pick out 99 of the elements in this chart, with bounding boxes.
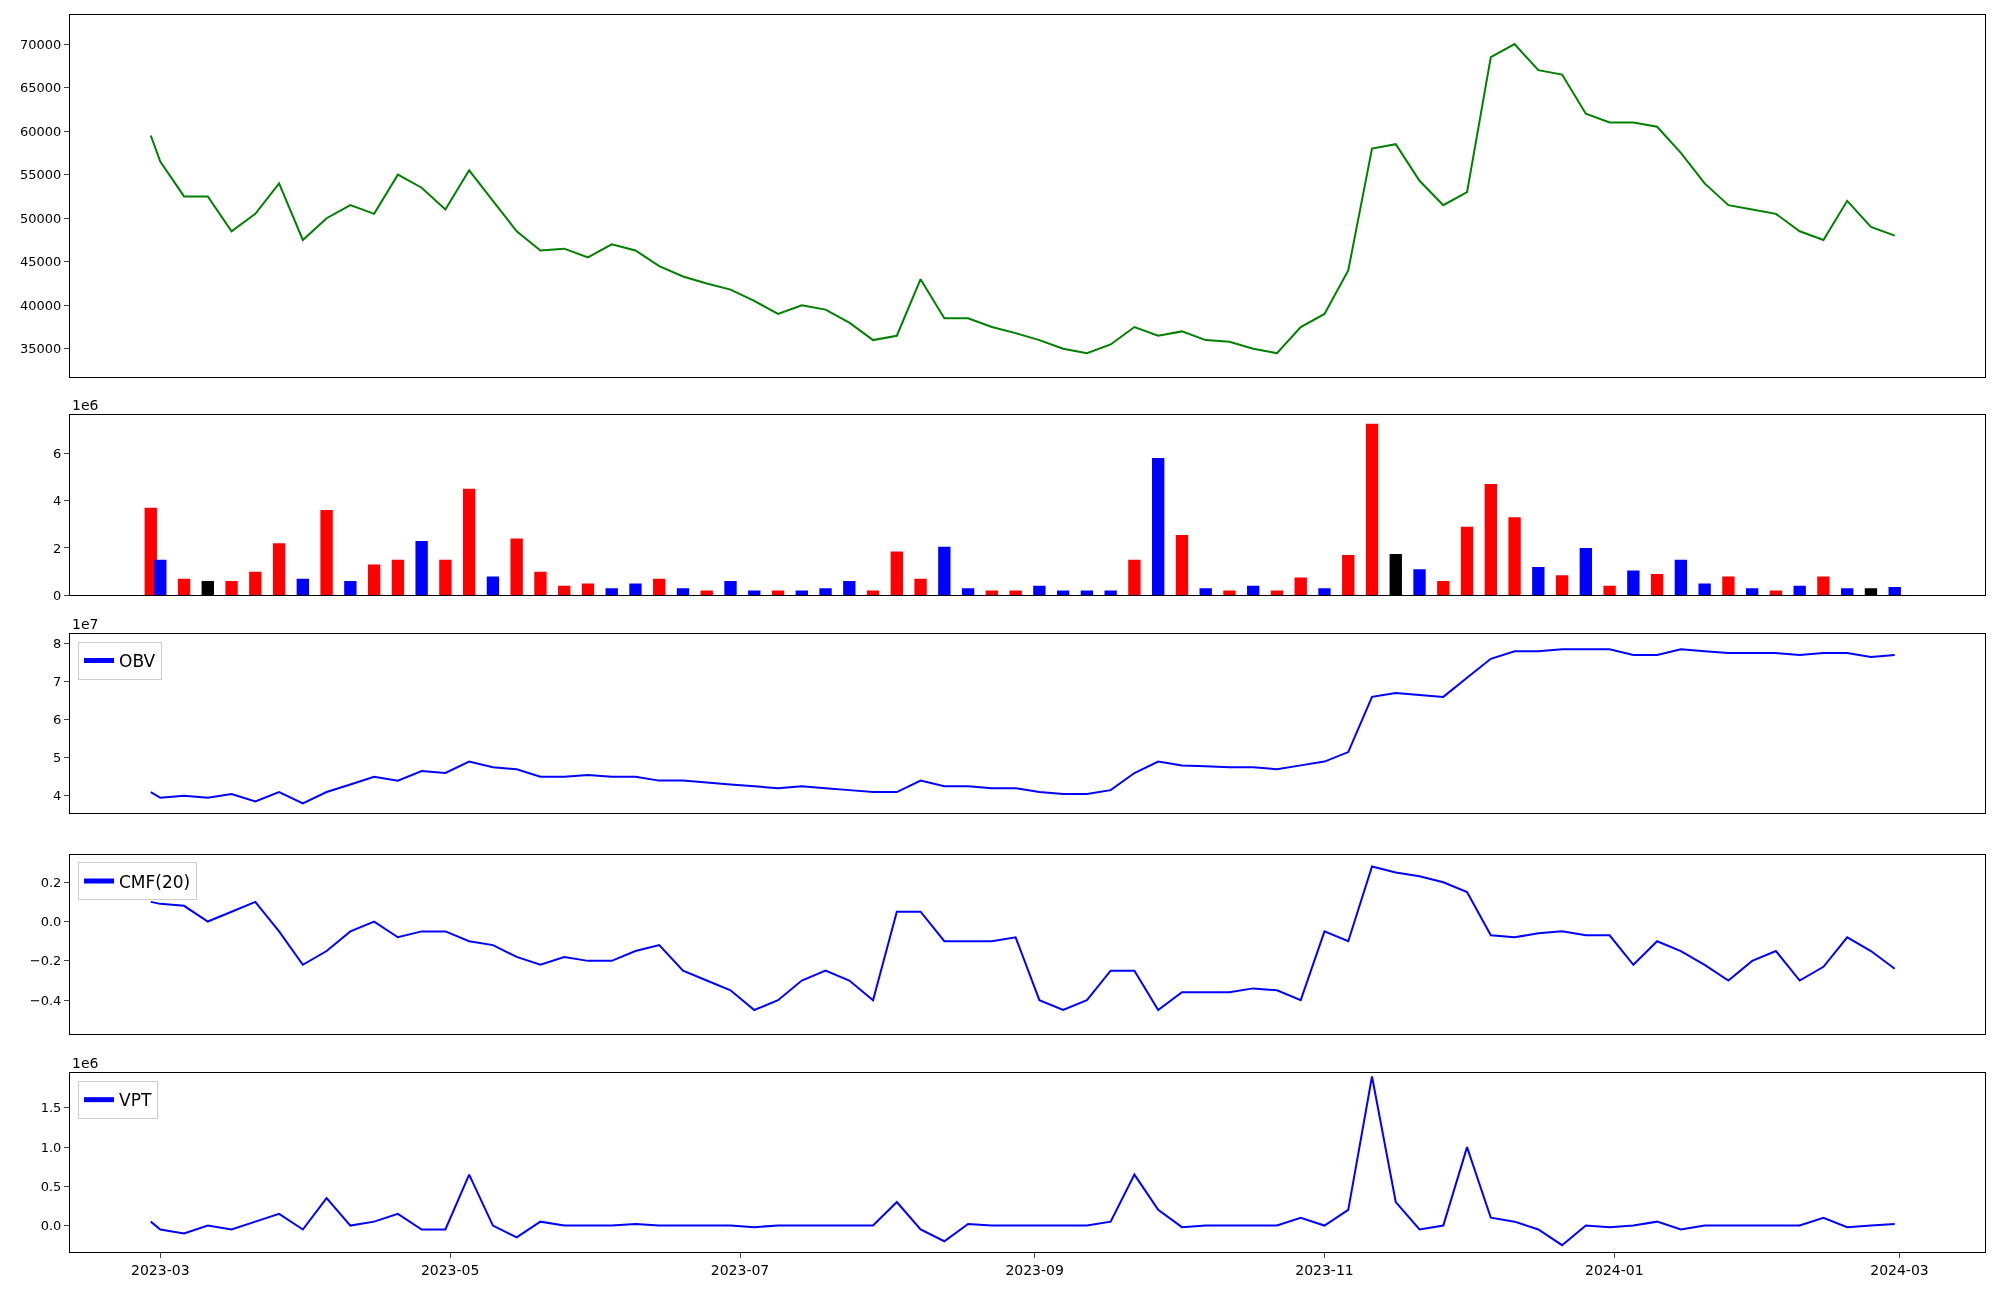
bar — [1888, 587, 1901, 596]
bar — [1175, 534, 1189, 596]
y-tick-label: 0 — [53, 587, 62, 603]
bar — [534, 571, 547, 596]
y-tick-label: 7 — [53, 674, 62, 690]
bar — [724, 581, 737, 596]
y-tick-label: 65000 — [20, 80, 62, 96]
y-tick-label: 50000 — [20, 210, 62, 226]
bar — [1199, 588, 1212, 596]
line-series — [149, 43, 1896, 355]
y-tick-label: 5 — [53, 750, 62, 766]
text: 1e7 — [72, 616, 99, 632]
y-tick-label: 0.0 — [40, 1218, 62, 1234]
y-tick-label: 6 — [53, 712, 62, 728]
bar — [486, 576, 500, 596]
bar — [1603, 585, 1616, 596]
bar — [938, 546, 951, 596]
bar — [1104, 590, 1117, 596]
y-tick-label: 0.0 — [40, 914, 62, 930]
bar — [1365, 423, 1379, 596]
bar — [819, 588, 832, 596]
bar — [890, 551, 903, 596]
bar — [1650, 574, 1664, 596]
bar — [1722, 576, 1735, 596]
y-tick-label: 4 — [53, 493, 62, 509]
bar — [415, 540, 428, 596]
x-tick-label: 2023-05 — [420, 1262, 480, 1279]
bar — [344, 581, 357, 596]
bar — [843, 581, 856, 596]
bar — [296, 578, 310, 596]
bar — [249, 571, 262, 596]
x-tick-label: 2024-01 — [1585, 1262, 1644, 1279]
text: 1e6 — [72, 397, 99, 413]
y-tick-label: 1.0 — [40, 1139, 62, 1155]
bar — [439, 559, 452, 596]
bar — [1555, 575, 1569, 596]
legend-label: CMF(20) — [119, 871, 191, 892]
bar — [367, 564, 381, 596]
bar — [1413, 569, 1426, 596]
bar — [914, 578, 927, 596]
bar — [1793, 585, 1806, 596]
bar — [320, 510, 333, 596]
bar — [1223, 590, 1236, 596]
bar — [1460, 526, 1474, 596]
y-tick-label: 55000 — [20, 167, 62, 183]
y-tick-label: 4 — [53, 788, 62, 804]
legend-label: VPT — [119, 1090, 152, 1111]
bar — [1508, 517, 1521, 596]
bar — [1033, 585, 1046, 596]
bar — [1841, 588, 1854, 596]
y-tick-label: 1.5 — [40, 1100, 62, 1116]
x-tick-label: 2023-03 — [131, 1262, 190, 1279]
bar — [154, 559, 167, 596]
bar — [1532, 566, 1545, 596]
bar — [1627, 570, 1640, 596]
bar — [1128, 559, 1141, 596]
y-tick-label: 70000 — [20, 36, 62, 52]
bar — [1579, 547, 1593, 596]
bar — [272, 543, 286, 596]
bar — [676, 588, 690, 596]
bar — [653, 578, 666, 596]
bar — [629, 583, 642, 596]
bar — [1484, 484, 1497, 596]
y-tick-label: 2 — [53, 540, 62, 556]
y-tick-label: 45000 — [20, 254, 62, 270]
bar — [510, 538, 523, 596]
text: 1e6 — [72, 1055, 99, 1071]
y-tick-label: 0.2 — [40, 874, 62, 890]
bar — [1674, 559, 1688, 596]
bar — [1817, 576, 1830, 596]
bar — [1247, 585, 1260, 596]
y-tick-label: 40000 — [20, 297, 62, 313]
bar — [1318, 588, 1331, 596]
bar — [462, 488, 476, 596]
bar — [391, 559, 405, 596]
y-tick-label: −0.4 — [29, 992, 62, 1008]
bar — [1152, 458, 1165, 596]
y-tick-label: 8 — [53, 636, 62, 652]
y-tick-label: 0.5 — [40, 1178, 62, 1194]
legend-label: OBV — [119, 651, 156, 672]
y-tick-label: 60000 — [20, 123, 62, 139]
bar — [605, 588, 618, 596]
bar — [1294, 577, 1307, 596]
x-tick-label: 2024-03 — [1870, 1262, 1929, 1279]
x-tick-label: 2023-09 — [1005, 1262, 1064, 1279]
bar — [225, 581, 238, 596]
bar — [1437, 581, 1450, 596]
bar — [1745, 588, 1759, 596]
y-tick-label: 35000 — [20, 341, 62, 357]
x-tick-label: 2023-07 — [710, 1262, 770, 1279]
bar — [961, 588, 975, 596]
bar — [1698, 583, 1711, 596]
y-tick-label: 6 — [53, 445, 62, 461]
x-tick-label: 2023-11 — [1295, 1262, 1354, 1279]
bar — [558, 585, 571, 596]
y-tick-label: −0.2 — [29, 953, 62, 969]
bar — [177, 578, 191, 596]
bar — [581, 583, 595, 596]
bar — [1342, 555, 1355, 596]
